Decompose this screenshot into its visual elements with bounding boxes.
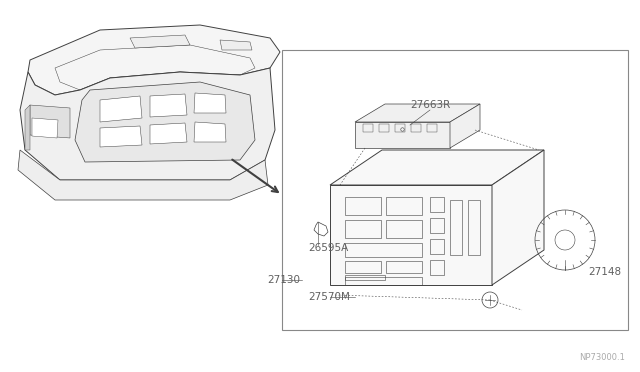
Polygon shape — [28, 25, 280, 95]
Polygon shape — [75, 82, 255, 162]
Polygon shape — [150, 94, 187, 117]
Polygon shape — [100, 96, 142, 122]
Polygon shape — [330, 150, 544, 185]
Bar — [430, 218, 444, 233]
Polygon shape — [150, 123, 187, 144]
Bar — [379, 124, 389, 132]
Bar — [345, 197, 381, 215]
Polygon shape — [194, 122, 226, 142]
Bar — [386, 261, 422, 273]
Polygon shape — [32, 118, 58, 138]
Text: 27130: 27130 — [267, 275, 300, 285]
Bar — [411, 124, 421, 132]
Bar — [430, 260, 444, 275]
Bar — [468, 200, 480, 255]
Bar — [395, 124, 405, 132]
Bar — [427, 124, 437, 132]
Bar — [345, 275, 385, 280]
Bar — [363, 124, 373, 132]
Bar — [345, 243, 422, 257]
Bar — [345, 261, 381, 273]
Polygon shape — [330, 185, 492, 285]
Polygon shape — [100, 126, 142, 147]
Bar — [345, 220, 381, 238]
Text: 26595A: 26595A — [308, 243, 348, 253]
Polygon shape — [355, 104, 480, 122]
Polygon shape — [25, 105, 30, 150]
Polygon shape — [130, 35, 190, 48]
Bar — [345, 277, 422, 285]
Polygon shape — [20, 68, 275, 180]
Text: 27570M: 27570M — [308, 292, 350, 302]
Polygon shape — [355, 122, 450, 148]
Bar — [282, 50, 628, 330]
Polygon shape — [220, 40, 252, 50]
Text: 27148: 27148 — [588, 267, 621, 277]
Bar — [386, 197, 422, 215]
Polygon shape — [194, 93, 226, 113]
Bar — [386, 220, 422, 238]
Bar — [430, 239, 444, 254]
Polygon shape — [450, 104, 480, 148]
Bar — [430, 197, 444, 212]
Polygon shape — [30, 105, 70, 138]
Text: NP73000.1: NP73000.1 — [579, 353, 625, 362]
Polygon shape — [18, 150, 268, 200]
Text: 27663R: 27663R — [410, 100, 450, 110]
Bar — [450, 200, 462, 255]
Polygon shape — [492, 150, 544, 285]
